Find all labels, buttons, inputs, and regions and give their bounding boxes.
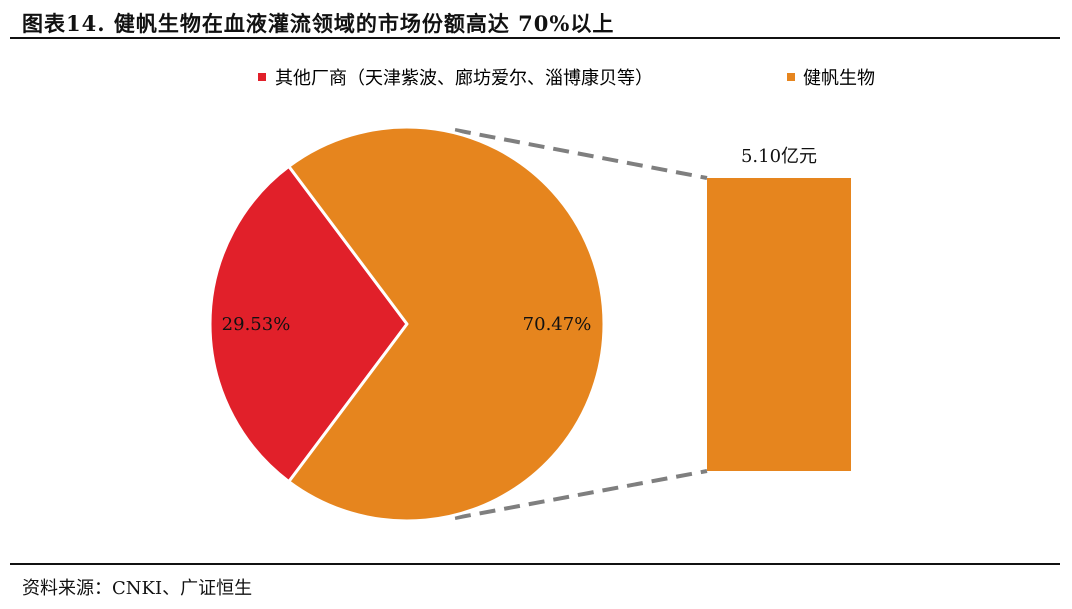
pie-slice-others xyxy=(208,164,409,484)
source-note: 资料来源：CNKI、广证恒生 xyxy=(22,578,253,599)
breakout-bar-rect xyxy=(707,178,851,471)
legend-swatch-others xyxy=(258,73,266,81)
breakout-bar: 5.10亿元 xyxy=(707,146,851,471)
breakout-bar-label: 5.10亿元 xyxy=(741,146,817,167)
pie-slices: 29.53% 70.47% xyxy=(208,125,606,523)
figure-title: 图表14. 健帆生物在血液灌流领域的市场份额高达 70%以上 xyxy=(22,11,615,36)
connector-line-bottom xyxy=(454,469,708,520)
breakout-connectors xyxy=(454,128,708,520)
title-rule xyxy=(10,37,1060,39)
data-label-jafron: 70.47% xyxy=(523,314,592,335)
legend-swatch-jafron xyxy=(787,73,795,81)
footer-rule xyxy=(10,563,1060,565)
data-label-others: 29.53% xyxy=(222,314,291,335)
legend-label-others: 其他厂商（天津紫波、廊坊爱尔、淄博康贝等） xyxy=(275,68,653,89)
connector-line-top xyxy=(454,128,708,180)
legend: 其他厂商（天津紫波、廊坊爱尔、淄博康贝等） 健帆生物 xyxy=(258,68,875,89)
legend-label-jafron: 健帆生物 xyxy=(803,68,875,89)
pie-slice-jafron xyxy=(287,125,606,523)
